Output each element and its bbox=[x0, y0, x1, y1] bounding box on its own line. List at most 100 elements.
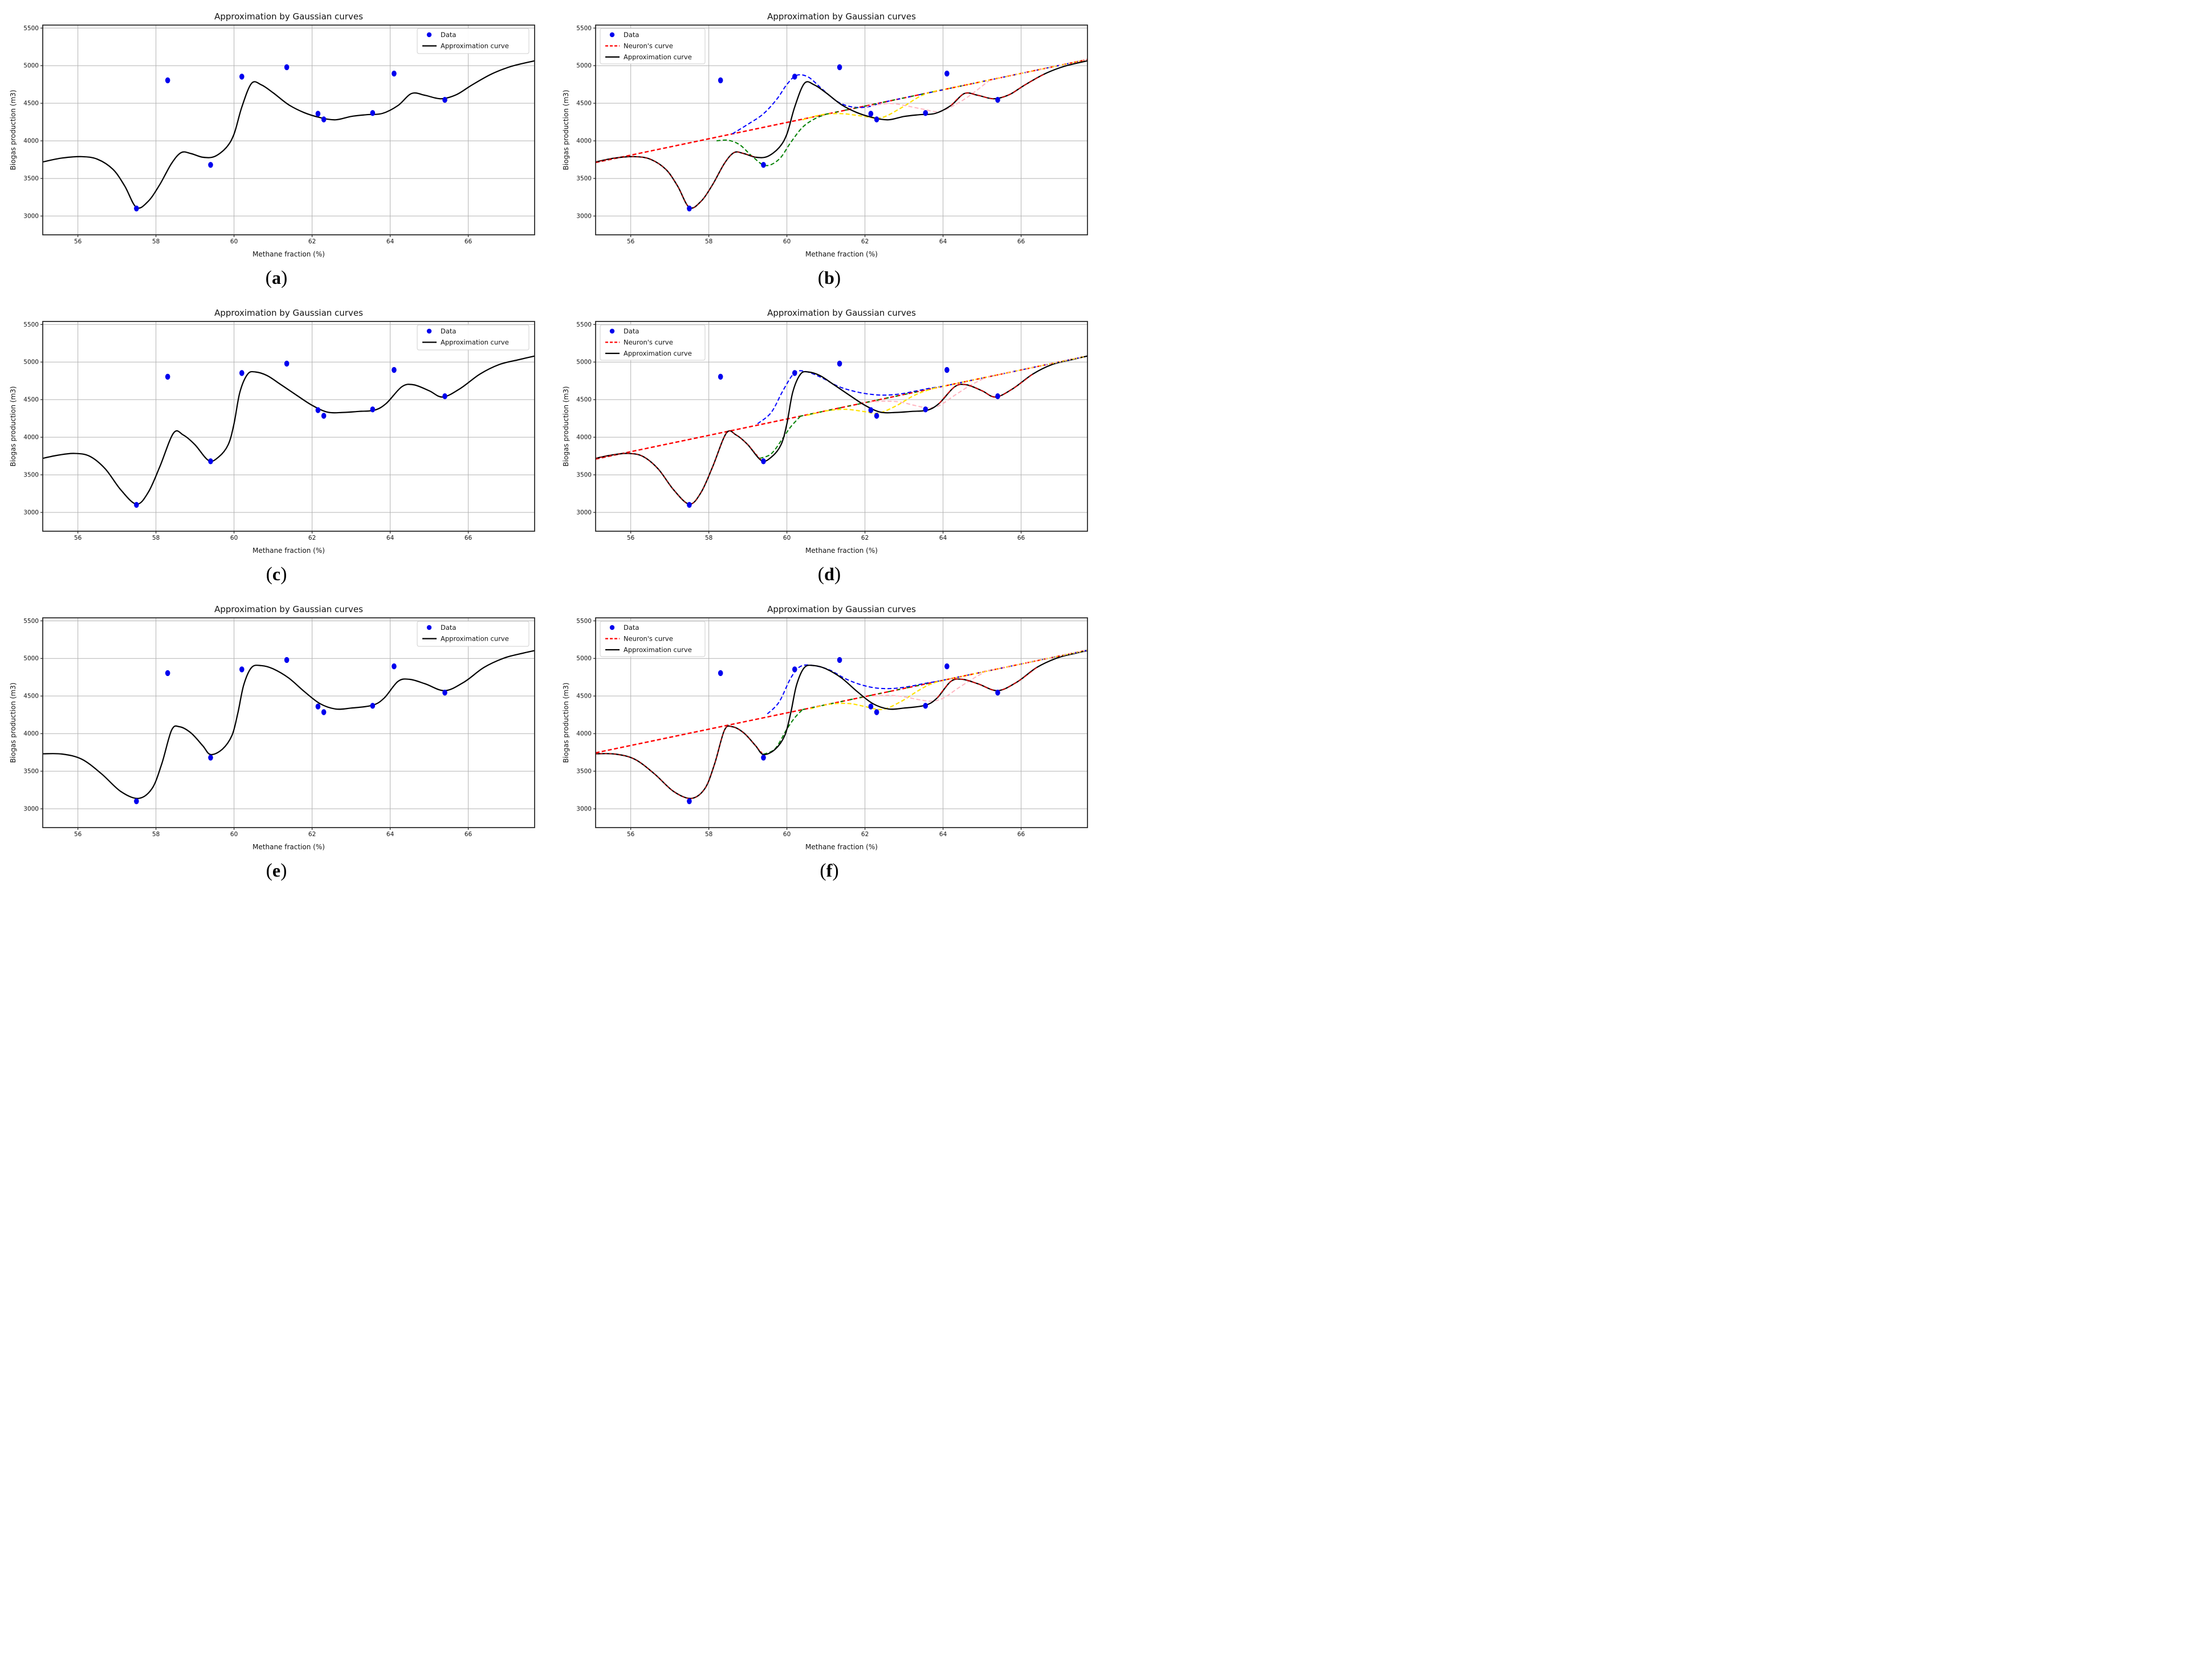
y-axis-label: Biogas production (m3) bbox=[562, 386, 570, 467]
plot-frame bbox=[42, 321, 535, 532]
overlay-pink-on-neuron bbox=[985, 649, 1087, 672]
x-axis-label: Methane fraction (%) bbox=[805, 547, 878, 555]
caption-paren: ( bbox=[266, 564, 272, 585]
legend-label: Approximation curve bbox=[624, 646, 692, 654]
legend-label: Data bbox=[624, 327, 639, 335]
caption-letter: f bbox=[826, 860, 833, 881]
data-point bbox=[391, 70, 397, 77]
chart-c-canvas: 56 58 60 62 64 66 3000 3500 4000 4500 5000 5500 Appr… bbox=[9, 308, 535, 555]
caption-paren: ( bbox=[817, 564, 825, 585]
legend-box bbox=[600, 621, 705, 657]
data-point bbox=[133, 205, 139, 211]
caption-paren: ) bbox=[280, 860, 287, 881]
y-tick-label: 4500 bbox=[576, 397, 592, 404]
data-point bbox=[391, 663, 397, 670]
x-tick-label: 62 bbox=[861, 238, 868, 245]
chart-a-canvas: 56 58 60 62 64 66 3000 3500 4000 4500 5000 5500 Appr… bbox=[9, 11, 535, 258]
data-point bbox=[321, 709, 326, 715]
chart-title: Approximation by Gaussian curves bbox=[767, 604, 916, 614]
data-point bbox=[391, 366, 397, 373]
chart-e-canvas: 56 58 60 62 64 66 3000 3500 4000 4500 5000 5500 Appr… bbox=[9, 604, 535, 851]
x-tick-label: 62 bbox=[861, 831, 868, 838]
x-tick-label: 64 bbox=[386, 238, 394, 245]
data-point bbox=[868, 407, 873, 413]
caption-letter: d bbox=[824, 564, 834, 584]
y-tick-label: 4500 bbox=[23, 100, 39, 107]
legend-label: Approximation curve bbox=[441, 339, 509, 347]
plot-frame bbox=[42, 617, 535, 828]
chart-title: Approximation by Gaussian curves bbox=[214, 308, 363, 318]
x-tick-label: 56 bbox=[74, 535, 82, 541]
x-tick-label: 64 bbox=[939, 238, 947, 245]
data-point bbox=[284, 64, 289, 71]
legend-label: Neuron's curve bbox=[624, 339, 673, 347]
legend-box bbox=[600, 28, 705, 64]
legend-label: Data bbox=[441, 624, 456, 632]
data-point bbox=[760, 458, 766, 465]
gaussian-component-pink bbox=[864, 79, 990, 112]
data-point bbox=[442, 393, 447, 400]
legend-marker-dot bbox=[426, 625, 431, 630]
approximation-curve bbox=[595, 355, 1087, 505]
caption-paren: ( bbox=[817, 267, 825, 288]
y-tick-label: 4000 bbox=[23, 731, 39, 738]
x-tick-label: 66 bbox=[464, 831, 472, 838]
data-point bbox=[923, 406, 928, 413]
x-tick-label: 56 bbox=[74, 831, 82, 838]
chart-title: Approximation by Gaussian curves bbox=[214, 604, 363, 614]
y-tick-label: 5000 bbox=[23, 63, 39, 70]
x-tick-label: 66 bbox=[464, 238, 472, 245]
x-tick-label: 56 bbox=[626, 831, 634, 838]
y-tick-label: 3000 bbox=[576, 213, 592, 220]
y-tick-label: 3500 bbox=[23, 176, 39, 182]
chart-d-canvas: 56 58 60 62 64 66 3000 3500 4000 4500 5000 5500 Appr… bbox=[562, 308, 1088, 555]
x-tick-label: 58 bbox=[152, 535, 159, 541]
panel-d: 56 58 60 62 64 66 3000 3500 4000 4500 5000 5500 Appr… bbox=[562, 306, 1088, 585]
data-point bbox=[370, 703, 375, 709]
y-axis-label: Biogas production (m3) bbox=[562, 90, 570, 170]
legend-label: Approximation curve bbox=[441, 635, 509, 643]
gaussian-component-red-right bbox=[938, 373, 1033, 404]
y-tick-label: 3000 bbox=[23, 806, 39, 813]
x-axis-label: Methane fraction (%) bbox=[805, 843, 878, 851]
legend-marker-dot bbox=[426, 328, 431, 334]
x-tick-label: 58 bbox=[704, 831, 712, 838]
data-point bbox=[995, 393, 1000, 400]
legend-box bbox=[417, 621, 529, 647]
legend-label: Approximation curve bbox=[441, 42, 509, 50]
y-tick-label: 4000 bbox=[576, 434, 592, 441]
data-point bbox=[686, 798, 692, 804]
data-point bbox=[760, 162, 766, 168]
caption-paren: ( bbox=[820, 860, 826, 881]
x-axis-label: Methane fraction (%) bbox=[805, 250, 878, 258]
legend-label: Data bbox=[441, 31, 456, 39]
caption-paren: ( bbox=[266, 860, 272, 881]
x-tick-label: 60 bbox=[783, 831, 790, 838]
y-tick-label: 4000 bbox=[23, 434, 39, 441]
y-tick-label: 3000 bbox=[576, 510, 592, 516]
legend-marker-dot bbox=[609, 328, 614, 334]
neurons-curve bbox=[595, 59, 1087, 164]
gaussian-component-yellow bbox=[809, 681, 939, 711]
data-point bbox=[718, 670, 723, 677]
data-point bbox=[874, 116, 879, 123]
y-tick-label: 5500 bbox=[23, 25, 39, 32]
x-tick-label: 66 bbox=[1017, 535, 1025, 541]
y-tick-label: 4000 bbox=[23, 138, 39, 145]
panel-caption-d: (d) bbox=[817, 564, 841, 585]
gaussian-component-red-right bbox=[950, 74, 1045, 106]
legend-label: Neuron's curve bbox=[624, 42, 673, 50]
data-point bbox=[923, 110, 928, 116]
caption-letter: a bbox=[272, 267, 281, 288]
data-point bbox=[874, 413, 879, 419]
x-tick-label: 62 bbox=[308, 831, 315, 838]
x-tick-label: 64 bbox=[386, 535, 394, 541]
data-point bbox=[370, 406, 375, 413]
y-tick-label: 5000 bbox=[23, 359, 39, 366]
approximation-curve bbox=[42, 355, 535, 505]
data-point bbox=[995, 690, 1000, 696]
caption-paren: ) bbox=[832, 860, 839, 881]
x-tick-label: 56 bbox=[626, 238, 634, 245]
x-tick-label: 64 bbox=[386, 831, 394, 838]
neurons-curve bbox=[595, 355, 1087, 460]
